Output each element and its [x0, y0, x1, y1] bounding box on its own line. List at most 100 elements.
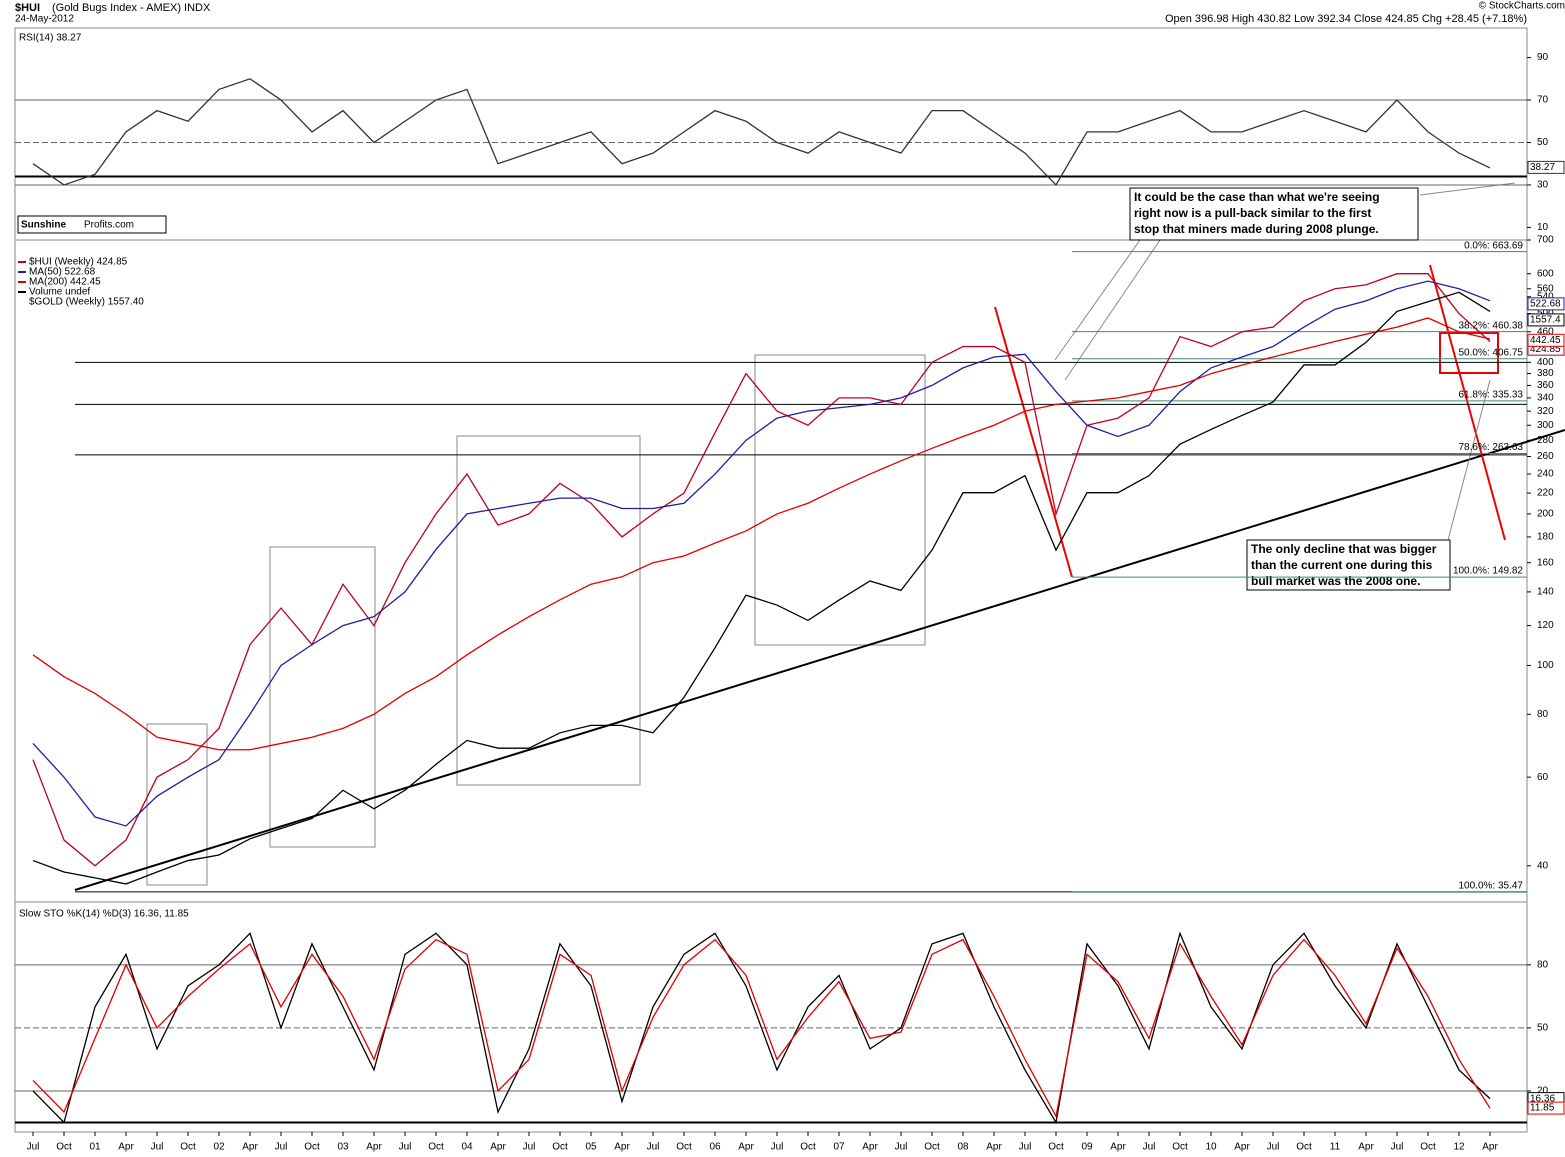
x-tick-label: Apr [614, 1142, 630, 1153]
title: (Gold Bugs Index - AMEX) INDX [52, 2, 211, 14]
value-tag-label: 442.45 [1530, 335, 1561, 346]
highlight-box [1439, 332, 1499, 374]
x-tick-label: 02 [213, 1142, 225, 1153]
x-tick-label: 07 [833, 1142, 845, 1153]
x-tick-label: Apr [862, 1142, 878, 1153]
annotation: right now is a pull-back similar to the … [1134, 206, 1371, 220]
series-line [32, 317, 1491, 751]
x-tick-label: Apr [1110, 1142, 1126, 1153]
y-tick-label: 50 [1537, 137, 1549, 148]
trend-line [994, 306, 1073, 578]
y-tick-label: 600 [1537, 268, 1554, 279]
x-tick-label: Oct [1296, 1142, 1312, 1153]
y-tick-label: 160 [1537, 557, 1554, 568]
y-tick-label: 70 [1537, 95, 1549, 106]
x-tick-label: Apr [738, 1142, 754, 1153]
legend-entry: MA(200) 442.45 [29, 277, 101, 288]
panel-title: RSI(14) 38.27 [19, 33, 82, 44]
fib-label: 0.0%: 663.69 [1464, 240, 1523, 251]
x-tick-label: Jul [1391, 1142, 1404, 1153]
frame [14, 27, 1528, 1133]
fib-label: 50.0%: 406.75 [1459, 347, 1524, 358]
legend-entry: MA(50) 522.68 [29, 267, 96, 278]
y-tick-label: 10 [1537, 222, 1549, 233]
fib-label: 100.0%: 149.82 [1453, 566, 1523, 577]
x-tick-label: Jul [151, 1142, 164, 1153]
x-tick-label: Oct [1048, 1142, 1064, 1153]
x-tick-label: Oct [676, 1142, 692, 1153]
series-line [32, 938, 1491, 1119]
series-line [32, 280, 1491, 827]
pointer [1054, 182, 1516, 541]
annotation: stop that miners made during 2008 plunge… [1134, 222, 1379, 236]
legend-entry: $GOLD (Weekly) 1557.40 [29, 297, 144, 308]
y-tick-label: 60 [1537, 772, 1549, 783]
note-box [1246, 539, 1451, 591]
x-tick-label: 03 [337, 1142, 349, 1153]
trend-line [74, 429, 1565, 891]
note-box [1129, 187, 1419, 241]
y-tick-label: 300 [1537, 420, 1554, 431]
value-tag-label: 1557.4 [1530, 315, 1561, 326]
annotation: It could be the case than what we're see… [1134, 190, 1380, 204]
x-tick-label: Oct [924, 1142, 940, 1153]
x-tick-label: Oct [1172, 1142, 1188, 1153]
boxes [146, 354, 926, 886]
value-tag [1527, 297, 1565, 311]
y-tick-label: 380 [1537, 368, 1554, 379]
y-tick-label: 360 [1537, 380, 1554, 391]
y-tick-label: 20 [1537, 1086, 1549, 1097]
logo: Sunshine [21, 220, 66, 231]
x-tick-label: 10 [1205, 1142, 1217, 1153]
x-tick-label: Jul [27, 1142, 40, 1153]
x-tick-label: Apr [986, 1142, 1002, 1153]
x-tick-label: Oct [56, 1142, 72, 1153]
panel-title: Slow STO %K(14) %D(3) 16.36, 11.85 [19, 909, 189, 920]
symbol: $HUI [15, 2, 40, 14]
y-tick-label: 90 [1537, 52, 1549, 63]
value-tag-label: 16.36 [1530, 1093, 1555, 1104]
series-line [32, 291, 1491, 885]
y-tick-label: 320 [1537, 406, 1554, 417]
fib-label: 61.8%: 335.33 [1459, 390, 1524, 401]
y-tick-label: 200 [1537, 509, 1554, 520]
value-tag [1527, 1101, 1565, 1115]
y-tick-label: 700 [1537, 235, 1554, 246]
x-tick-label: Apr [490, 1142, 506, 1153]
fib-label: 78.6%: 263.63 [1459, 442, 1524, 453]
x-tick-label: Apr [366, 1142, 382, 1153]
x-tick-label: Apr [1234, 1142, 1250, 1153]
x-tick-label: 05 [585, 1142, 597, 1153]
annotation: The only decline that was bigger [1251, 542, 1437, 556]
x-tick-label: Apr [242, 1142, 258, 1153]
x-tick-label: 04 [461, 1142, 473, 1153]
x-tick-label: 11 [1330, 1142, 1341, 1153]
x-tick-label: Jul [1267, 1142, 1280, 1153]
y-tick-label: 400 [1537, 357, 1554, 368]
value-tag [1527, 313, 1565, 327]
x-tick-label: 06 [709, 1142, 721, 1153]
y-tick-label: 140 [1537, 587, 1554, 598]
value-tag-label: 38.27 [1530, 162, 1555, 173]
y-tick-label: 540 [1537, 291, 1554, 302]
y-tick-label: 280 [1537, 435, 1554, 446]
annotation: than the current one during this [1251, 558, 1433, 572]
y-tick-label: 50 [1537, 1023, 1549, 1034]
logo-box [17, 215, 167, 234]
x-tick-label: 01 [89, 1142, 101, 1153]
y-tick-label: 80 [1537, 959, 1549, 970]
value-tag-label: 11.85 [1530, 1103, 1555, 1114]
x-tick-label: Jul [1143, 1142, 1156, 1153]
value-tag [1527, 160, 1565, 174]
y-tick-label: 220 [1537, 488, 1554, 499]
x-tick-label: 12 [1453, 1142, 1465, 1153]
x-tick-label: Jul [399, 1142, 412, 1153]
x-tick-label: Jul [1019, 1142, 1032, 1153]
series-line [32, 78, 1491, 187]
x-tick-label: Jul [275, 1142, 288, 1153]
quote: Open 396.98 High 430.82 Low 392.34 Close… [1165, 13, 1527, 25]
y-tick-label: 120 [1537, 620, 1554, 631]
x-tick-label: Jul [523, 1142, 536, 1153]
y-tick-label: 80 [1537, 709, 1549, 720]
